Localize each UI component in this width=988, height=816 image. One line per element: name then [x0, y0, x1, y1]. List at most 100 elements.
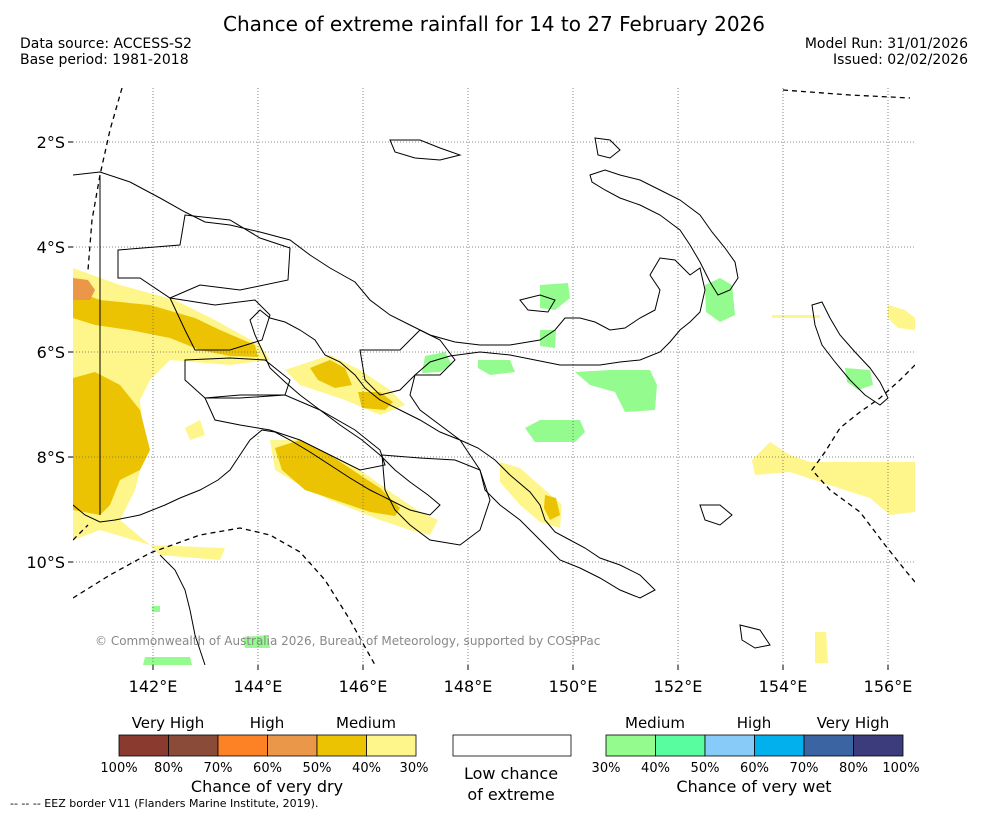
gridlines	[73, 88, 915, 665]
wet-region-4	[478, 360, 515, 375]
lat-tick-2s: 2°S	[37, 133, 65, 152]
legend-wet-tick-80: 80%	[839, 761, 868, 776]
wet-region-2	[540, 330, 556, 348]
legend-wet-swatch-6	[853, 734, 904, 757]
legend-wet-tick-50: 50%	[691, 761, 720, 776]
eez-northeast	[782, 89, 911, 99]
coastlines	[73, 137, 889, 665]
new-britain-coast	[589, 169, 739, 296]
meta-left: Data source: ACCESS-S2 Base period: 1981…	[20, 36, 192, 68]
legend-dry-swatch-3	[217, 734, 268, 757]
dry-region-small-patch	[185, 420, 205, 440]
wet-region-10	[143, 657, 192, 665]
louisiade	[739, 624, 771, 649]
lon-tick-142: 142°E	[129, 677, 178, 696]
legend-low-title-2: of extreme	[467, 785, 554, 804]
legend-dry-tick-60: 60%	[253, 761, 282, 776]
legend-wet-swatches	[605, 734, 904, 757]
legend-dry-swatch-6	[366, 734, 417, 757]
lat-tick-labels: 2°S 4°S 6°S 8°S 10°S	[26, 133, 65, 572]
manus-island	[389, 139, 462, 161]
eez-southwest	[73, 527, 376, 665]
dry-region-south-gold	[275, 440, 400, 516]
legend-wet: Medium High Very High 30% 40% 50% 60% 70…	[592, 714, 920, 796]
legend-dry-tick-40: 40%	[352, 761, 381, 776]
wet-region-3	[422, 352, 452, 373]
legend-wet-tick-30: 30%	[592, 761, 621, 776]
legend-low-title-1: Low chance	[464, 764, 558, 783]
new-guinea-coast	[73, 171, 706, 599]
legend-dry-title: Chance of very dry	[191, 777, 343, 796]
copyright-note: © Commonwealth of Australia 2026, Bureau…	[95, 634, 601, 648]
eez-west-south	[73, 524, 89, 541]
png-province-5	[359, 329, 456, 396]
legend-wet-swatch-1	[605, 734, 656, 757]
legend-dry-tick-30: 30%	[400, 761, 429, 776]
legend-wet-head-high: High	[737, 714, 771, 732]
legend-dry-tick-70: 70%	[204, 761, 233, 776]
wet-medium-30-regions	[143, 278, 873, 665]
lon-tick-154: 154°E	[759, 677, 808, 696]
legend-dry-swatch-1	[118, 734, 169, 757]
legend-dry-swatches	[118, 734, 417, 757]
lon-tick-156: 156°E	[864, 677, 913, 696]
legend-wet-swatch-3	[704, 734, 755, 757]
dry-region-central-gold	[310, 360, 352, 388]
dry-region-west-gold-south	[73, 372, 150, 515]
legend-dry-tick-100: 100%	[100, 761, 137, 776]
issued-date: Issued: 02/02/2026	[833, 52, 968, 68]
dry-region-east-gold	[544, 495, 560, 520]
new-ireland-island	[594, 137, 621, 159]
dry-region-coral-light	[888, 305, 915, 330]
dry-high-50-region	[73, 278, 95, 300]
lon-tick-labels: 142°E 144°E 146°E 148°E 150°E 152°E 154°…	[129, 677, 913, 696]
legend-dry-head-medium: Medium	[336, 714, 396, 732]
lat-tick-4s: 4°S	[37, 238, 65, 257]
legend-wet-ticks: 30% 40% 50% 60% 70% 80% 100%	[592, 761, 920, 776]
legend-dry-ticks: 100% 80% 70% 60% 50% 40% 30%	[100, 761, 428, 776]
map-area	[73, 88, 915, 665]
png-province-2	[169, 297, 271, 351]
legend-wet-tick-40: 40%	[641, 761, 670, 776]
lon-tick-144: 144°E	[234, 677, 283, 696]
dry-region-line	[772, 315, 820, 318]
wet-region-11	[152, 606, 160, 612]
dry-medium-40-regions	[73, 290, 560, 520]
wet-region-5	[575, 370, 657, 412]
lon-tick-146: 146°E	[339, 677, 388, 696]
legend-wet-title: Chance of very wet	[676, 777, 831, 796]
meta-right: Model Run: 31/01/2026 Issued: 02/02/2026	[805, 36, 968, 68]
png-province-4	[204, 394, 386, 471]
lat-tick-10s: 10°S	[26, 553, 65, 572]
legend-dry-head-very-high: Very High	[132, 714, 205, 732]
lon-tick-150: 150°E	[549, 677, 598, 696]
lat-tick-8s: 8°S	[37, 448, 65, 467]
legend-wet-swatch-4	[754, 734, 805, 757]
legend-wet-tick-60: 60%	[740, 761, 769, 776]
dry-region-central-gold-2	[358, 392, 393, 410]
lon-tick-152: 152°E	[654, 677, 703, 696]
png-province-6	[381, 454, 491, 546]
lat-tick-6s: 6°S	[37, 343, 65, 362]
legend-dry-swatch-2	[168, 734, 219, 757]
dry-region-south-patch	[815, 632, 828, 663]
legend-dry-swatch-4	[267, 734, 318, 757]
eez-footnote: -- -- -- EEZ border V11 (Flanders Marine…	[10, 797, 319, 810]
legend-wet-swatch-2	[655, 734, 706, 757]
legend-wet-swatch-5	[803, 734, 854, 757]
model-run: Model Run: 31/01/2026	[804, 36, 968, 52]
legend-dry-swatch-5	[316, 734, 367, 757]
south-islands	[699, 504, 733, 526]
wet-region-8	[845, 368, 873, 390]
eez-borders	[73, 88, 915, 665]
cape-york-coast	[159, 554, 206, 665]
png-province-1	[117, 214, 291, 299]
legend-dry: Very High High Medium 100% 80% 70% 60% 5…	[100, 714, 428, 796]
data-source: Data source: ACCESS-S2	[20, 36, 192, 52]
wet-region-1	[540, 283, 570, 310]
legend-wet-head-medium: Medium	[625, 714, 685, 732]
base-period: Base period: 1981-2018	[20, 52, 189, 68]
wet-region-7	[705, 278, 735, 322]
legend-dry-head-high: High	[250, 714, 284, 732]
